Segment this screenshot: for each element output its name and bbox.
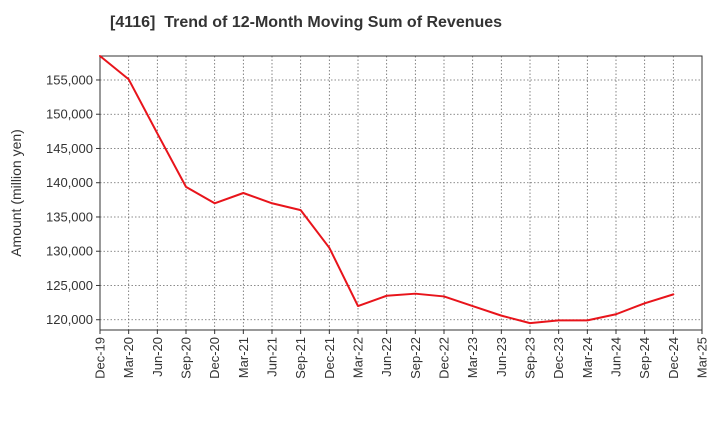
x-tick-label: Jun-23 bbox=[494, 337, 509, 377]
x-tick-label: Mar-24 bbox=[580, 337, 595, 378]
y-tick-label: 135,000 bbox=[46, 209, 93, 224]
x-tick-label: Mar-25 bbox=[695, 337, 710, 378]
x-tick-label: Jun-22 bbox=[379, 337, 394, 377]
plot-frame bbox=[99, 55, 703, 331]
x-tick-label: Sep-20 bbox=[179, 337, 194, 379]
y-tick-label: 150,000 bbox=[46, 107, 93, 122]
x-tick-label: Mar-22 bbox=[351, 337, 366, 378]
x-tick-label: Dec-20 bbox=[207, 337, 222, 379]
y-tick-label: 120,000 bbox=[46, 312, 93, 327]
x-tick-label: Sep-23 bbox=[523, 337, 538, 379]
x-tick-label: Dec-22 bbox=[437, 337, 452, 379]
y-tick-label: 155,000 bbox=[46, 72, 93, 87]
x-tick-label: Mar-21 bbox=[236, 337, 251, 378]
x-tick-label: Dec-19 bbox=[93, 337, 108, 379]
x-tick-label: Jun-21 bbox=[265, 337, 280, 377]
chart-title: [4116] Trend of 12-Month Moving Sum of R… bbox=[110, 14, 503, 31]
revenue-series-line bbox=[99, 55, 675, 325]
x-tick-label: Sep-22 bbox=[408, 337, 423, 379]
x-tick-label: Mar-23 bbox=[465, 337, 480, 378]
x-tick-label: Sep-24 bbox=[637, 337, 652, 379]
x-tick-label: Jun-24 bbox=[609, 337, 624, 377]
y-tick-label: 145,000 bbox=[46, 141, 93, 156]
y-tick-label: 130,000 bbox=[46, 244, 93, 259]
x-tick-label: Jun-20 bbox=[150, 337, 165, 377]
x-tick-label: Dec-23 bbox=[551, 337, 566, 379]
x-tick-label: Dec-24 bbox=[666, 337, 681, 379]
x-tick-label: Dec-21 bbox=[322, 337, 337, 379]
y-axis-label: Amount (million yen) bbox=[8, 129, 24, 257]
x-tick-label: Mar-20 bbox=[121, 337, 136, 378]
x-tick-label: Sep-21 bbox=[293, 337, 308, 379]
y-tick-label: 125,000 bbox=[46, 278, 93, 293]
y-tick-label: 140,000 bbox=[46, 175, 93, 190]
